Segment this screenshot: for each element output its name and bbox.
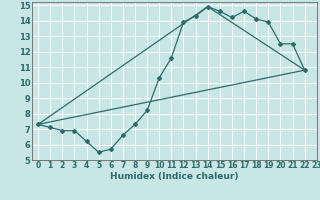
X-axis label: Humidex (Indice chaleur): Humidex (Indice chaleur) <box>110 172 239 181</box>
